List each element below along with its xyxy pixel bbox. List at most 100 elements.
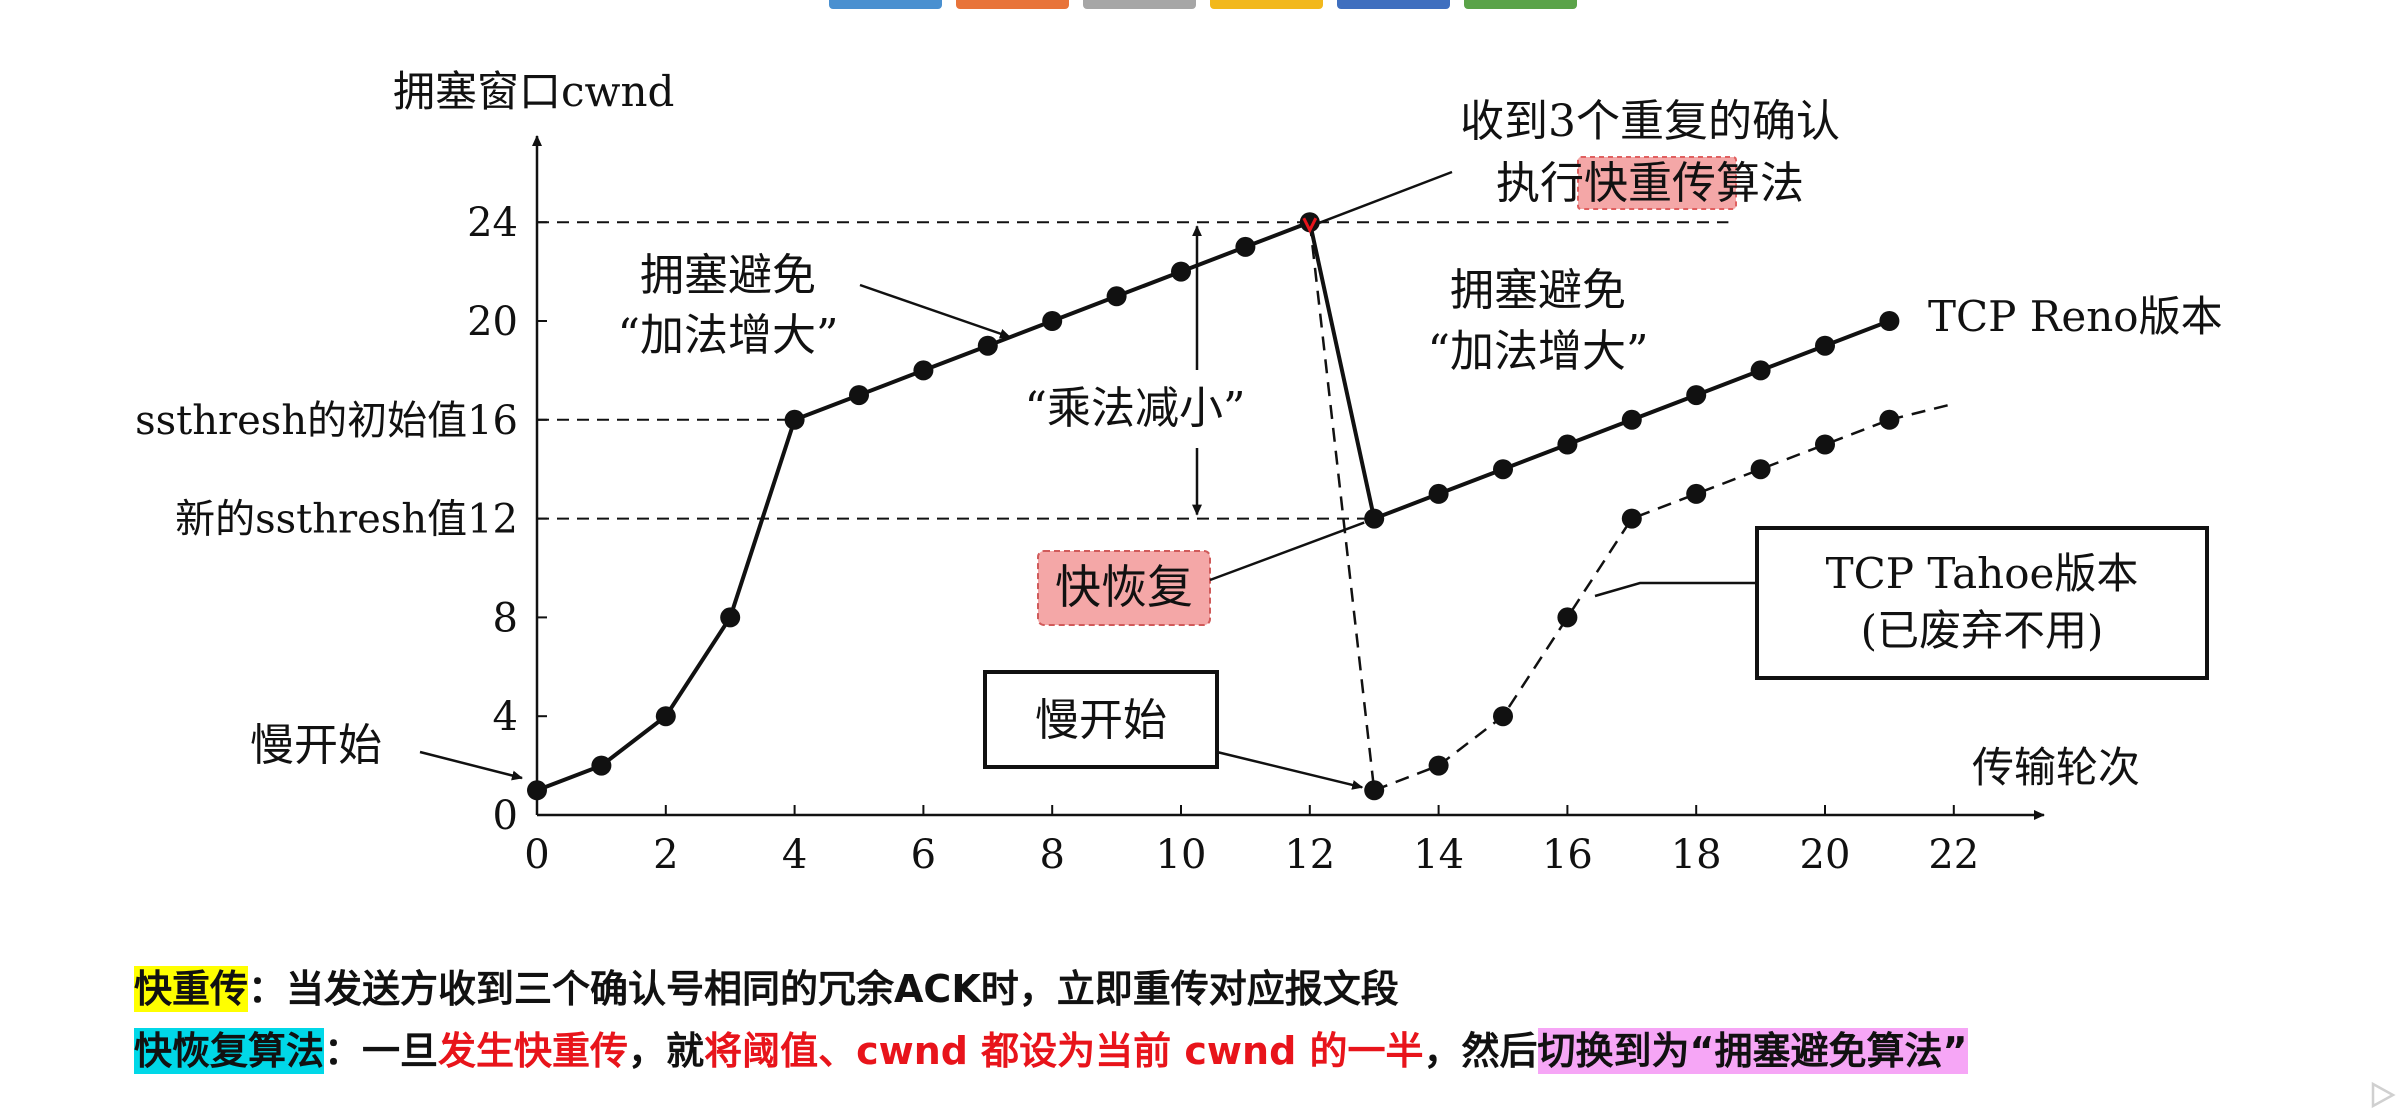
reno-point [1493, 459, 1513, 480]
slow-start-arrow [419, 750, 523, 781]
tahoe-point [1557, 607, 1578, 628]
reno-point [977, 335, 998, 356]
reno-point [1171, 261, 1191, 282]
fast-recovery-box [1037, 550, 1211, 626]
fast-recovery-text-b: 发生快重传 [438, 1029, 629, 1073]
reno-point [655, 706, 676, 727]
swatch-blue[interactable] [829, 0, 942, 9]
footer-line-1: 快重传：当发送方收到三个确认号相同的冗余ACK时，立即重传对应报文段 [134, 958, 1399, 1013]
swatch-yellow[interactable] [1210, 0, 1323, 9]
x-tick-label: 2 [653, 832, 678, 878]
fast-recovery-label: 快恢复算法 [134, 1028, 325, 1074]
ca-2-line1: 拥塞避免 [1450, 265, 1626, 316]
fr-line2: 执行快重传算法 [1496, 158, 1804, 209]
fr-line1: 收到3个重复的确认 [1460, 96, 1840, 147]
swatch-orange[interactable] [956, 0, 1069, 9]
reno-point [1557, 434, 1578, 455]
x-tick-label: 20 [1800, 832, 1851, 878]
fast-recovery-leader [1209, 521, 1365, 582]
x-tick-label: 14 [1413, 832, 1464, 878]
y-tick-label: 4 [493, 694, 518, 740]
tahoe-point [1815, 434, 1835, 455]
swatch-darkblue[interactable] [1337, 0, 1450, 9]
tahoe-drop-line [1308, 222, 1376, 791]
reno-point [1750, 360, 1771, 381]
reno-point [1621, 409, 1642, 430]
reno-point [720, 607, 741, 628]
reno-point [1686, 385, 1707, 406]
y-axis-label: 拥塞窗口cwnd [393, 67, 674, 116]
fast-retransmit-text: ：当发送方收到三个确认号相同的冗余ACK时，立即重传对应报文段 [248, 967, 1399, 1011]
fast-recovery-text-c: ，就 [628, 1029, 705, 1073]
reno-point [849, 385, 869, 406]
swatch-green[interactable] [1464, 0, 1577, 9]
tahoe-point [1750, 459, 1771, 480]
ca-1-arrow [859, 283, 1011, 339]
tahoe-leader [1594, 581, 1757, 598]
reno-point [591, 755, 612, 776]
slow-start-box-arrow [1216, 750, 1364, 790]
x-tick-label: 10 [1156, 832, 1207, 878]
y-tick-label: 新的ssthresh值12 [175, 497, 518, 543]
x-tick-label: 22 [1928, 832, 1979, 878]
fast-retransmit-label: 快重传 [134, 966, 249, 1012]
x-tick-label: 8 [1039, 832, 1064, 878]
y-tick-label: 0 [493, 793, 518, 839]
fast-recovery-label: 快恢复 [1055, 560, 1193, 614]
fast-recovery-text-e: ，然后 [1423, 1029, 1538, 1073]
play-icon[interactable] [2365, 1080, 2399, 1110]
series-label-reno: TCP Reno版本 [1928, 292, 2223, 341]
color-swatch-bar [829, 0, 1589, 9]
reno-point [784, 409, 805, 430]
y-tick-label: 24 [467, 200, 518, 246]
reno-point [1428, 483, 1449, 504]
fr-highlight [1577, 156, 1737, 210]
ca-1-line2: “加法增大” [618, 310, 839, 361]
fr-line2-hl: 快重传 [1584, 158, 1716, 209]
x-axis-label: 传输轮次 [1972, 743, 2140, 792]
x-tick-label: 4 [782, 832, 807, 878]
tahoe-point [1621, 508, 1642, 529]
reno-point [1235, 236, 1256, 257]
tahoe-point [1493, 706, 1513, 727]
y-tick-label: 20 [467, 299, 518, 345]
x-tick-label: 12 [1284, 832, 1335, 878]
reno-line [536, 219, 1891, 793]
ca-1-line1: 拥塞避免 [640, 250, 816, 301]
swatch-gray[interactable] [1083, 0, 1196, 9]
peak-marker [1302, 217, 1318, 234]
fr-line2-pre: 执行 [1496, 158, 1584, 209]
reno-point [1879, 311, 1900, 331]
series-label-tahoe: TCP Tahoe版本 [1826, 549, 2139, 598]
fast-recovery-text-f: 切换到为“拥塞避免算法” [1537, 1028, 1968, 1074]
series-label-tahoe-line2: (已废弃不用) [1861, 606, 2104, 655]
ca-2-line2: “加法增大” [1428, 326, 1649, 377]
fr-line2-post: 算法 [1716, 158, 1804, 209]
x-tick-label: 6 [911, 832, 936, 878]
tahoe-extension [1889, 402, 1955, 422]
x-tick-label: 16 [1542, 832, 1593, 878]
tahoe-line [1373, 418, 1890, 792]
footer-line-2: 快恢复算法：一旦发生快重传，就将阈值、cwnd 都设为当前 cwnd 的一半，然… [134, 1020, 1968, 1075]
fast-recovery-text-d: 将阈值、cwnd 都设为当前 cwnd 的一半 [704, 1029, 1424, 1073]
x-tick-label: 18 [1671, 832, 1722, 878]
md-label: “乘法减小” [1025, 383, 1246, 434]
tahoe-point [1428, 755, 1449, 776]
tahoe-point [1364, 780, 1385, 801]
reno-point [527, 780, 547, 801]
reno-point [1106, 286, 1127, 307]
x-tick-label: 0 [524, 832, 549, 878]
reno-point [1815, 335, 1835, 356]
fr-leader [1315, 170, 1453, 226]
fast-recovery-text-a: ：一旦 [324, 1029, 439, 1073]
y-tick-label: ssthresh的初始值16 [135, 398, 518, 444]
slow-start-box-label: 慢开始 [1035, 695, 1167, 746]
slow-start-box [983, 670, 1219, 769]
reno-point [1364, 508, 1385, 529]
tahoe-label-box [1755, 526, 2209, 680]
slow-start-label: 慢开始 [250, 720, 382, 771]
tahoe-point [1686, 483, 1707, 504]
y-tick-label: 8 [493, 595, 518, 641]
reno-point [1042, 311, 1063, 331]
